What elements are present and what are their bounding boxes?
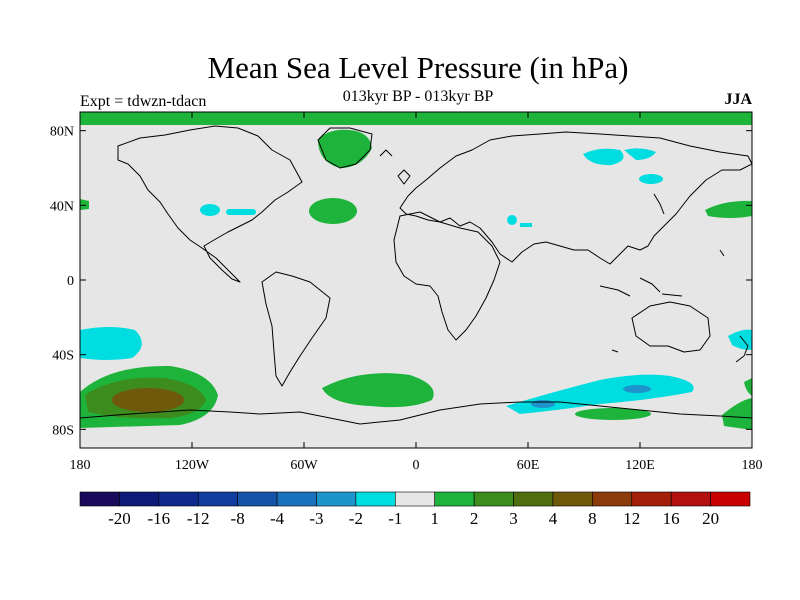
lon-tick-label: 120E: [625, 458, 655, 473]
colorbar-swatch: [513, 491, 554, 507]
colorbar-label: 3: [509, 509, 518, 528]
north-america-negative-region: [200, 204, 220, 216]
southern-ocean-negative-core-2: [531, 400, 555, 408]
colorbar-swatch: [552, 491, 593, 507]
middle-east-negative-region: [507, 215, 517, 225]
west-edge-positive-region: [80, 199, 89, 210]
north-america-negative-strip: [226, 209, 256, 215]
colorbar-label: 1: [430, 509, 439, 528]
north-atlantic-positive-region: [309, 198, 357, 224]
colorbar-swatch: [119, 491, 160, 507]
lon-tick-label: 180: [742, 458, 763, 473]
south-pacific-positive-max: [112, 388, 184, 412]
middle-east-negative-strip: [520, 223, 532, 227]
colorbar-label: -16: [147, 509, 170, 528]
lat-tick-label: 80N: [50, 125, 74, 140]
colorbar-label: 20: [702, 509, 719, 528]
colorbar-swatch: [592, 491, 633, 507]
colorbar-label: -12: [187, 509, 210, 528]
colorbar-swatch: [631, 491, 672, 507]
east-edge-small-positive: [744, 378, 752, 396]
siberia-negative-region-2: [624, 148, 656, 160]
arctic-positive-band: [80, 112, 752, 125]
colorbar-swatch: [434, 491, 475, 507]
longitude-axis: 180 120W 60W 0 60E 120E 180: [70, 112, 763, 473]
colorbar-swatch: [473, 491, 514, 507]
colorbar-label: 16: [663, 509, 680, 528]
colorbar-swatch: [316, 491, 357, 507]
north-pacific-positive-region: [705, 200, 752, 218]
lon-tick-label: 0: [413, 458, 420, 473]
colorbar-swatch: [237, 491, 278, 507]
colorbar-swatch: [670, 491, 711, 507]
coastlines: [80, 125, 752, 425]
colorbar-swatch: [158, 491, 199, 507]
latitude-axis: 80N 40N 0 40S 80S: [50, 125, 752, 438]
colorbar-swatch: [710, 491, 751, 507]
colorbar-swatch: [197, 491, 238, 507]
colorbar-label: 4: [549, 509, 558, 528]
colorbar-label: -2: [349, 509, 363, 528]
season-label: JJA: [724, 91, 752, 108]
pressure-anomaly-fields: [80, 112, 752, 430]
lat-tick-label: 40N: [50, 199, 74, 214]
chart-title: Mean Sea Level Pressure (in hPa): [207, 50, 629, 85]
lon-tick-label: 60E: [517, 458, 540, 473]
colorbar-swatch: [355, 491, 396, 507]
siberia-negative-region: [583, 148, 624, 166]
east-edge-negative-region: [728, 329, 752, 350]
lon-tick-label: 120W: [175, 458, 210, 473]
east-edge-positive-region: [722, 398, 752, 430]
colorbar-label: -4: [270, 509, 285, 528]
south-atlantic-positive-region: [322, 373, 434, 408]
south-pacific-negative-region: [80, 327, 142, 360]
colorbar-label: 2: [470, 509, 479, 528]
colorbar-label: 12: [623, 509, 640, 528]
lat-tick-label: 80S: [52, 423, 74, 438]
lon-tick-label: 180: [70, 458, 91, 473]
lat-tick-label: 40S: [52, 349, 74, 364]
chart-subtitle: 013kyr BP - 013kyr BP: [342, 88, 494, 105]
colorbar-label: -1: [388, 509, 402, 528]
colorbar-label: -20: [108, 509, 131, 528]
lon-tick-label: 60W: [290, 458, 318, 473]
southern-indian-positive-region: [575, 408, 651, 420]
colorbar: -20 -16 -12 -8 -4 -3 -2 -1 1 2 3 4 8 12 16 20: [79, 491, 751, 528]
lat-tick-label: 0: [67, 274, 74, 289]
southern-ocean-negative-core: [623, 385, 651, 393]
colorbar-swatch: [79, 491, 120, 507]
colorbar-label: -3: [309, 509, 323, 528]
colorbar-label: -8: [231, 509, 245, 528]
colorbar-swatch: [276, 491, 317, 507]
colorbar-swatch: [394, 491, 436, 507]
east-asia-negative-region: [639, 174, 663, 184]
experiment-label: Expt = tdwzn-tdacn: [80, 93, 207, 110]
colorbar-label: 8: [588, 509, 597, 528]
greenland-positive-region: [318, 129, 372, 168]
